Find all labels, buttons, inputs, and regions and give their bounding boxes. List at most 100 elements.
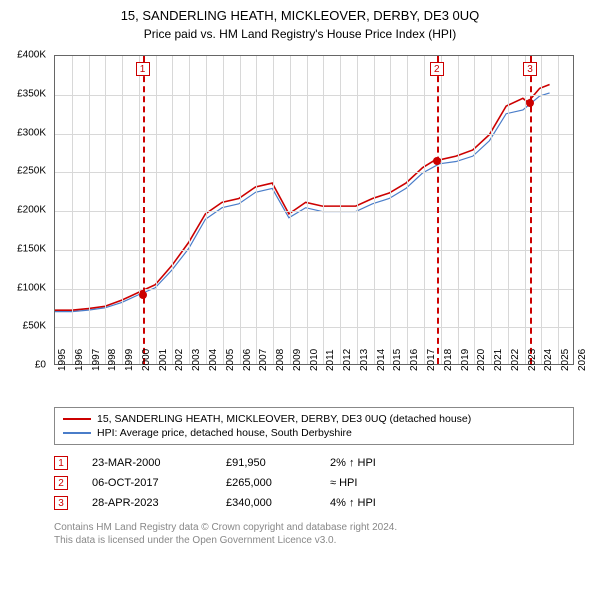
sale-marker: 1 [54, 456, 68, 470]
gridline-v [89, 56, 90, 364]
y-tick-label: £200K [17, 205, 46, 216]
gridline-v [172, 56, 173, 364]
y-axis: £0£50K£100K£150K£200K£250K£300K£350K£400… [10, 55, 50, 365]
gridline-v [340, 56, 341, 364]
series-hpi [55, 93, 550, 312]
sale-price: £91,950 [226, 457, 306, 469]
legend-item-hpi: HPI: Average price, detached house, Sout… [63, 426, 565, 440]
x-tick-label: 2025 [560, 349, 571, 371]
sale-diff: ≈ HPI [330, 477, 430, 489]
gridline-v [139, 56, 140, 364]
chart-container: 15, SANDERLING HEATH, MICKLEOVER, DERBY,… [0, 0, 600, 557]
sale-marker-line [437, 56, 439, 364]
sale-marker-dot [526, 99, 534, 107]
gridline-v [491, 56, 492, 364]
sale-marker: 3 [54, 496, 68, 510]
sale-date: 28-APR-2023 [92, 497, 202, 509]
x-tick-label: 2008 [275, 349, 286, 371]
x-axis: 1995199619971998199920002001200220032004… [54, 367, 574, 401]
gridline-v [122, 56, 123, 364]
x-tick-label: 2005 [225, 349, 236, 371]
x-tick-label: 1997 [91, 349, 102, 371]
gridline-v [223, 56, 224, 364]
gridline-v [424, 56, 425, 364]
gridline-v [189, 56, 190, 364]
x-tick-label: 2017 [426, 349, 437, 371]
gridline-h [55, 250, 573, 251]
gridline-v [72, 56, 73, 364]
gridline-v [508, 56, 509, 364]
legend-label-hpi: HPI: Average price, detached house, Sout… [97, 427, 352, 439]
x-tick-label: 2012 [342, 349, 353, 371]
x-tick-label: 1999 [124, 349, 135, 371]
x-tick-label: 2010 [309, 349, 320, 371]
legend-label-property: 15, SANDERLING HEATH, MICKLEOVER, DERBY,… [97, 413, 471, 425]
sale-marker-dot [433, 157, 441, 165]
gridline-v [558, 56, 559, 364]
gridline-v [307, 56, 308, 364]
x-tick-label: 2026 [577, 349, 588, 371]
gridline-v [390, 56, 391, 364]
gridline-v [273, 56, 274, 364]
x-tick-label: 2002 [174, 349, 185, 371]
gridline-h [55, 211, 573, 212]
series-property [55, 85, 550, 311]
y-tick-label: £100K [17, 282, 46, 293]
gridline-v [156, 56, 157, 364]
y-tick-label: £0 [35, 360, 46, 371]
sale-price: £340,000 [226, 497, 306, 509]
x-tick-label: 2013 [359, 349, 370, 371]
sale-marker: 2 [54, 476, 68, 490]
sale-marker-box: 1 [136, 62, 150, 76]
sale-marker-line [143, 56, 145, 364]
x-tick-label: 2022 [510, 349, 521, 371]
sale-diff: 2% ↑ HPI [330, 457, 430, 469]
x-tick-label: 2007 [258, 349, 269, 371]
sale-marker-box: 3 [523, 62, 537, 76]
y-tick-label: £250K [17, 166, 46, 177]
gridline-h [55, 134, 573, 135]
x-tick-label: 2004 [208, 349, 219, 371]
gridline-h [55, 95, 573, 96]
line-series-svg [55, 56, 573, 364]
gridline-v [105, 56, 106, 364]
sale-row: 3 28-APR-2023 £340,000 4% ↑ HPI [54, 493, 574, 513]
legend-item-property: 15, SANDERLING HEATH, MICKLEOVER, DERBY,… [63, 412, 565, 426]
y-tick-label: £50K [23, 321, 46, 332]
gridline-v [323, 56, 324, 364]
gridline-v [374, 56, 375, 364]
y-tick-label: £300K [17, 127, 46, 138]
legend: 15, SANDERLING HEATH, MICKLEOVER, DERBY,… [54, 407, 574, 445]
y-tick-label: £150K [17, 243, 46, 254]
gridline-v [458, 56, 459, 364]
plot-area: 1 2 3 [54, 55, 574, 365]
sale-date: 23-MAR-2000 [92, 457, 202, 469]
gridline-v [206, 56, 207, 364]
x-tick-label: 2015 [392, 349, 403, 371]
x-tick-label: 2020 [476, 349, 487, 371]
sale-marker-dot [139, 291, 147, 299]
gridline-v [441, 56, 442, 364]
x-tick-label: 2019 [460, 349, 471, 371]
sale-date: 06-OCT-2017 [92, 477, 202, 489]
gridline-v [256, 56, 257, 364]
gridline-v [357, 56, 358, 364]
x-tick-label: 1998 [107, 349, 118, 371]
gridline-v [407, 56, 408, 364]
x-tick-label: 2018 [443, 349, 454, 371]
x-tick-label: 2021 [493, 349, 504, 371]
x-tick-label: 2024 [543, 349, 554, 371]
gridline-v [240, 56, 241, 364]
gridline-v [474, 56, 475, 364]
gridline-h [55, 289, 573, 290]
x-tick-label: 1996 [74, 349, 85, 371]
footnote-line: This data is licensed under the Open Gov… [54, 534, 574, 547]
gridline-v [541, 56, 542, 364]
gridline-v [290, 56, 291, 364]
x-tick-label: 2009 [292, 349, 303, 371]
x-tick-label: 2001 [158, 349, 169, 371]
y-tick-label: £400K [17, 50, 46, 61]
sale-row: 1 23-MAR-2000 £91,950 2% ↑ HPI [54, 453, 574, 473]
x-tick-label: 2000 [141, 349, 152, 371]
sale-marker-box: 2 [430, 62, 444, 76]
